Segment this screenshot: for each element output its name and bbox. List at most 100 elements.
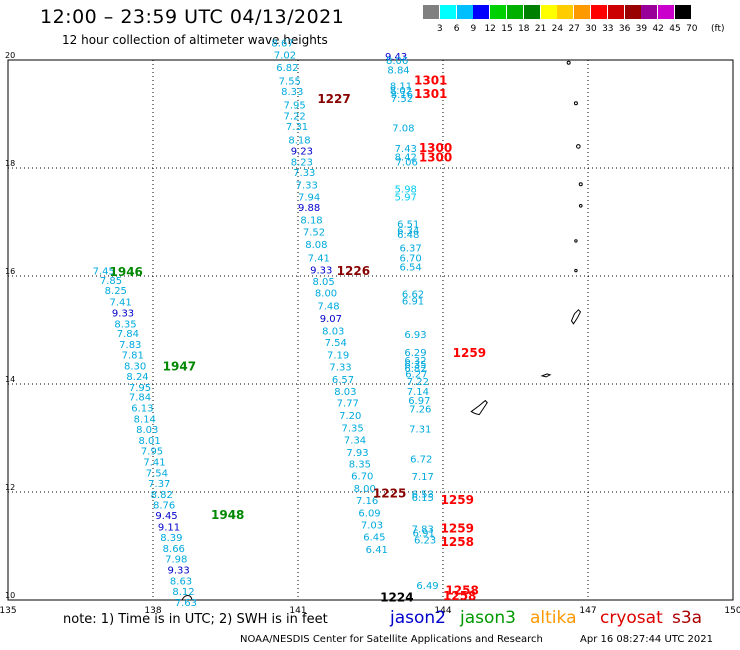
wave-height-label: 7.54 <box>146 468 168 479</box>
wave-height-label: 6.45 <box>363 533 385 544</box>
wave-height-label: 6.29 <box>404 348 426 359</box>
map-subtitle: 12 hour collection of altimeter wave hei… <box>62 33 328 47</box>
wave-height-label: 8.08 <box>305 240 327 251</box>
wave-height-label: 8.18 <box>288 136 310 147</box>
wave-height-label: 8.30 <box>124 361 146 372</box>
wave-height-label: 8.03 <box>322 326 344 337</box>
legend-label: 42 <box>652 24 664 34</box>
wave-height-label: 9.33 <box>310 265 332 276</box>
legend-label: 9 <box>470 24 477 34</box>
wave-height-label: 7.84 <box>129 393 151 404</box>
wave-height-label: 5.98 <box>395 184 417 195</box>
wave-height-label: 7.41 <box>110 298 132 309</box>
legend-label: 36 <box>618 24 631 34</box>
legend-label: 3 <box>436 24 443 34</box>
wave-height-label: 7.95 <box>284 101 306 112</box>
wave-height-label: 8.24 <box>126 372 148 383</box>
wave-height-label: 7.26 <box>409 405 431 416</box>
satellite-label: jason3 <box>460 608 516 628</box>
wave-height-label: 6.54 <box>400 263 422 274</box>
legend-swatch <box>490 5 507 19</box>
wave-height-label: 8.06 <box>386 56 408 67</box>
credit-text: NOAA/NESDIS Center for Satellite Applica… <box>240 634 543 645</box>
pass-time-label: 1947 <box>163 360 196 374</box>
wave-height-label: 8.16 <box>391 90 413 101</box>
wave-height-label: 8.82 <box>151 490 173 501</box>
wave-height-label: 7.31 <box>409 425 431 436</box>
lat-tick-label: 16 <box>5 267 15 276</box>
wave-height-label: 9.11 <box>158 522 180 533</box>
wave-height-label: 6.53 <box>412 489 434 500</box>
island-outline <box>576 144 581 149</box>
island-outline <box>574 268 578 273</box>
wave-height-label: 8.25 <box>105 286 127 297</box>
pass-time-label: 1301 <box>414 87 447 101</box>
wave-height-label: 6.93 <box>404 330 426 341</box>
pass-time-label: 1948 <box>211 508 244 522</box>
legend-swatch <box>456 5 473 19</box>
wave-height-label: 9.88 <box>298 203 320 214</box>
wave-height-label: 6.82 <box>276 63 298 74</box>
wave-height-label: 7.95 <box>129 383 151 394</box>
wave-height-label: 5.97 <box>395 192 417 203</box>
wave-height-label: 7.20 <box>339 411 361 422</box>
wave-height-label: 8.35 <box>114 319 136 330</box>
lon-tick-label: 141 <box>289 606 306 616</box>
map-frame <box>7 59 734 601</box>
legend-swatch <box>641 5 658 19</box>
island-outline <box>570 309 582 325</box>
pass-time-label: 1300 <box>419 141 452 155</box>
wave-height-label: 7.08 <box>392 123 414 134</box>
legend-swatch <box>557 5 574 19</box>
wave-height-label: 8.67 <box>271 39 293 50</box>
lon-tick-label: 144 <box>434 606 451 616</box>
wave-height-label: 8.42 <box>395 152 417 163</box>
wave-height-label: 6.82 <box>404 364 426 375</box>
wave-height-label: 7.14 <box>407 387 429 398</box>
wave-height-label: 7.19 <box>327 351 349 362</box>
wave-height-label: 8.11 <box>390 82 412 93</box>
legend-label: 12 <box>484 24 496 34</box>
legend-label: 27 <box>568 24 580 34</box>
wave-height-label: 7.84 <box>117 329 139 340</box>
wave-height-label: 8.66 <box>163 544 185 555</box>
legend-swatch <box>675 5 691 19</box>
wave-height-label: 7.33 <box>293 168 315 179</box>
legend-label: 15 <box>501 24 513 34</box>
pass-time-label: 1258 <box>445 584 478 598</box>
legend-label: 33 <box>602 24 614 34</box>
wave-height-label: 6.32 <box>404 356 426 367</box>
legend-label: 39 <box>635 24 648 34</box>
wave-height-label: 7.33 <box>296 181 318 192</box>
pass-time-label: 1946 <box>110 265 143 279</box>
wave-height-label: 9.45 <box>155 511 177 522</box>
wave-height-label: 7.22 <box>407 377 429 388</box>
legend-swatch <box>540 5 557 19</box>
wave-height-label: 6.70 <box>400 253 422 264</box>
pass-time-label: 1258 <box>441 535 474 549</box>
legend-label: 30 <box>585 24 597 34</box>
wave-height-label: 8.35 <box>349 460 371 471</box>
wave-height-label: 6.23 <box>414 535 436 546</box>
lon-tick-label: 135 <box>0 606 17 616</box>
wave-height-label: 8.00 <box>315 289 337 300</box>
wave-height-label: 8.00 <box>354 484 376 495</box>
wave-height-label: 6.09 <box>358 508 380 519</box>
wave-height-label: 7.94 <box>298 192 320 203</box>
legend-label: 70 <box>686 24 698 34</box>
legend-unit: (ft) <box>711 24 725 34</box>
wave-height-label: 7.52 <box>303 228 325 239</box>
satellite-label: s3a <box>672 608 703 628</box>
wave-height-label: 6.51 <box>397 219 419 230</box>
island-outline <box>566 60 571 65</box>
pass-time-label: 1259 <box>441 522 474 536</box>
wave-height-label: 7.98 <box>165 555 187 566</box>
wave-height-label: 8.63 <box>170 576 192 587</box>
island-outline <box>470 399 488 416</box>
wave-height-label: 8.03 <box>136 425 158 436</box>
legend-swatch <box>574 5 591 19</box>
wave-height-label: 6.13 <box>131 404 153 415</box>
lat-tick-label: 10 <box>5 591 15 600</box>
wave-height-label: 7.81 <box>122 351 144 362</box>
